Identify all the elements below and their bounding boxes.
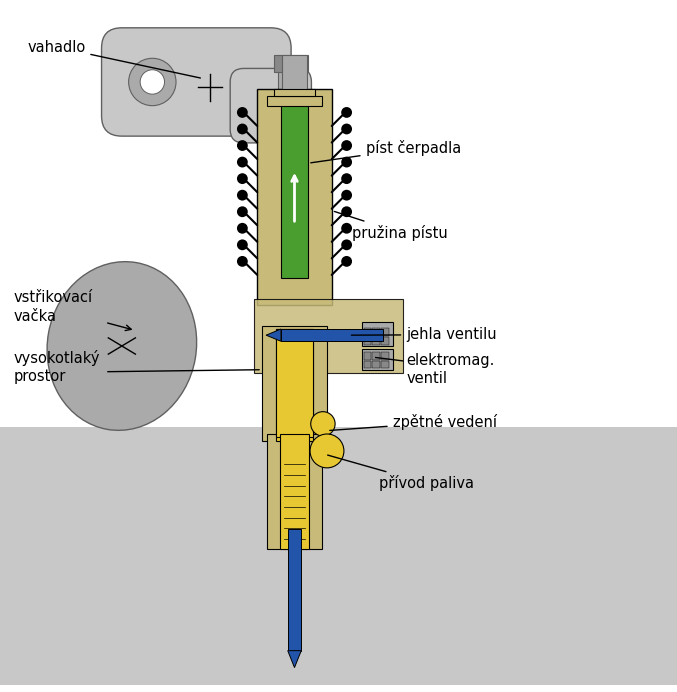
Circle shape: [237, 256, 248, 267]
Circle shape: [237, 140, 248, 151]
Circle shape: [237, 206, 248, 217]
Text: přívod paliva: přívod paliva: [328, 455, 474, 491]
Circle shape: [341, 239, 352, 251]
Bar: [372, 337, 380, 345]
Circle shape: [237, 173, 248, 184]
Bar: [364, 329, 371, 336]
Bar: [254, 299, 403, 373]
Bar: [262, 326, 327, 441]
Bar: [381, 352, 389, 360]
Bar: [257, 89, 332, 305]
Polygon shape: [288, 650, 301, 668]
Circle shape: [140, 70, 165, 94]
Bar: [372, 361, 380, 368]
Bar: [364, 361, 371, 368]
Circle shape: [129, 58, 176, 106]
Text: píst čerpadla: píst čerpadla: [311, 140, 461, 163]
Bar: [372, 329, 380, 336]
Text: zpětné vedení: zpětné vedení: [330, 415, 497, 430]
Text: vysokotlaký: vysokotlaký: [14, 350, 100, 366]
Circle shape: [341, 256, 352, 267]
Bar: [267, 434, 322, 549]
Circle shape: [341, 173, 352, 184]
Bar: [281, 329, 383, 341]
Text: vahadlo: vahadlo: [27, 39, 200, 78]
Circle shape: [237, 223, 248, 234]
Bar: [274, 55, 308, 72]
Bar: [364, 352, 371, 360]
Bar: [364, 337, 371, 345]
Bar: [381, 337, 389, 345]
Circle shape: [310, 434, 344, 468]
Bar: [372, 352, 380, 360]
FancyBboxPatch shape: [230, 69, 311, 143]
Circle shape: [311, 412, 335, 436]
Circle shape: [341, 206, 352, 217]
Circle shape: [341, 124, 352, 134]
Text: vstřikovací: vstřikovací: [14, 290, 93, 305]
Circle shape: [237, 107, 248, 118]
Circle shape: [341, 190, 352, 201]
Bar: [280, 434, 309, 549]
Bar: [278, 69, 305, 116]
Text: vačka: vačka: [14, 309, 57, 324]
Circle shape: [341, 223, 352, 234]
Bar: [381, 361, 389, 368]
Text: pružina pístu: pružina pístu: [334, 212, 447, 241]
Circle shape: [237, 156, 248, 167]
Circle shape: [341, 107, 352, 118]
Bar: [0, 427, 677, 684]
Bar: [276, 329, 313, 441]
Circle shape: [341, 140, 352, 151]
Text: prostor: prostor: [14, 370, 66, 384]
Ellipse shape: [47, 262, 196, 430]
Bar: [362, 349, 393, 370]
Bar: [288, 529, 301, 650]
Bar: [362, 322, 393, 346]
Bar: [267, 95, 322, 106]
Circle shape: [237, 239, 248, 251]
Polygon shape: [266, 329, 281, 341]
Bar: [282, 55, 307, 102]
Circle shape: [237, 190, 248, 201]
Text: elektromag.: elektromag.: [406, 353, 495, 368]
Bar: [276, 329, 313, 437]
Bar: [281, 102, 308, 278]
Bar: [381, 329, 389, 336]
Bar: [274, 89, 315, 95]
Circle shape: [341, 156, 352, 167]
FancyBboxPatch shape: [102, 28, 291, 136]
Text: ventil: ventil: [406, 371, 447, 386]
Circle shape: [237, 124, 248, 134]
Text: jehla ventilu: jehla ventilu: [351, 327, 497, 343]
